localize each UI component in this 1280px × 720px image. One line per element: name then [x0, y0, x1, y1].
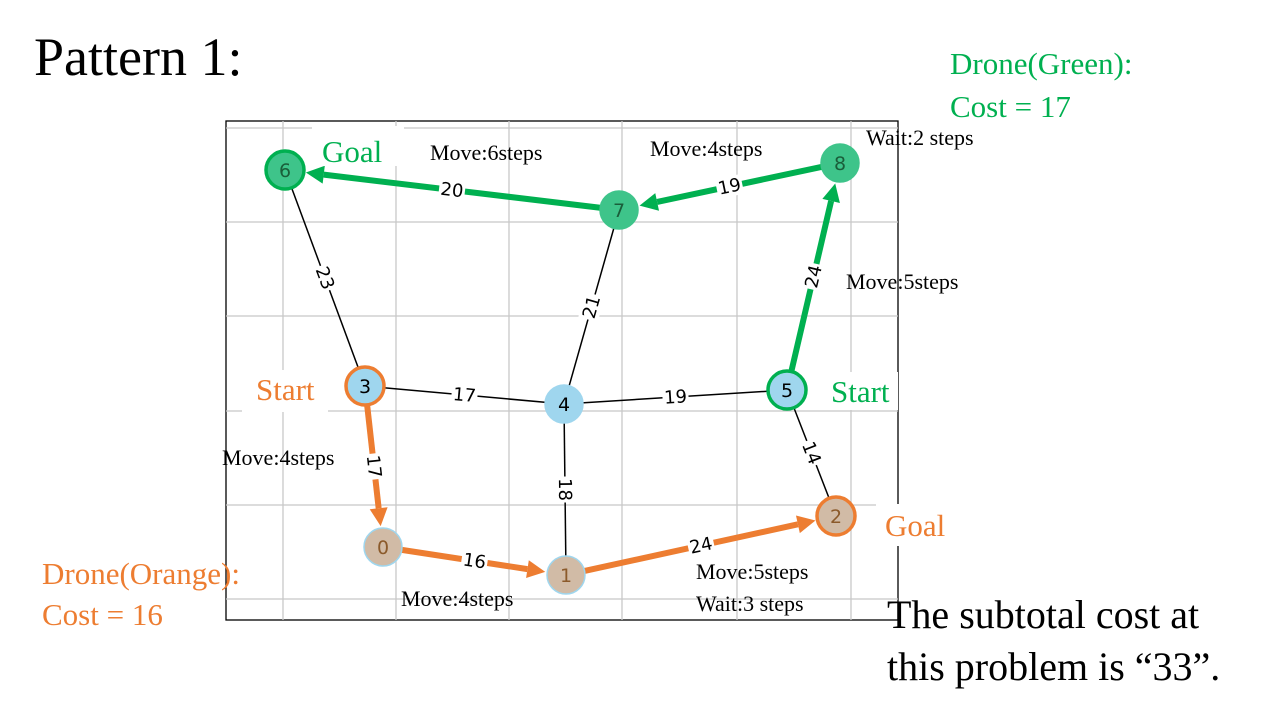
arrowhead-8-7 [639, 193, 660, 211]
arrowhead-1-2 [795, 515, 816, 534]
node-label-5: 5 [781, 380, 793, 402]
node-label-3: 3 [359, 376, 371, 398]
edge-weight-3-4: 17 [452, 384, 477, 407]
node-label-8: 8 [834, 153, 846, 175]
green-start-label: Start [831, 374, 890, 409]
orange-goal-label: Goal [885, 508, 946, 543]
summary-line-2: this problem is “33”. [887, 644, 1221, 689]
edge-weight-7-6: 20 [439, 179, 464, 203]
edge-weight-8-7: 19 [716, 174, 743, 199]
drone-orange-label: Drone(Orange): [42, 556, 240, 591]
edge-weight-3-0: 17 [362, 454, 385, 479]
edge-weight-0-1: 16 [462, 549, 488, 573]
arrowhead-5-8 [822, 183, 840, 204]
green-goal-label: Goal [322, 134, 383, 169]
node-label-4: 4 [558, 394, 570, 416]
node-2: 2 [815, 495, 857, 537]
drone-orange-cost: Cost = 16 [42, 597, 163, 632]
node-8: 8 [820, 143, 860, 183]
move-label-7-8: Move:4steps [650, 136, 763, 161]
edge-weight-1-2: 24 [688, 533, 715, 558]
node-5: 5 [766, 369, 808, 411]
page-title: Pattern 1: [34, 27, 243, 87]
node-label-1: 1 [560, 565, 572, 587]
wait-label-1-2: Wait:3 steps [696, 591, 804, 616]
node-label-2: 2 [830, 506, 842, 528]
node-label-0: 0 [377, 537, 389, 559]
edge-weight-4-1: 18 [554, 478, 575, 501]
move-label-1-2: Move:5steps [696, 559, 809, 584]
orange-start-label: Start [256, 372, 315, 407]
drone-green-cost: Cost = 17 [950, 89, 1071, 124]
edge-weight-4-5: 19 [663, 386, 687, 408]
wait-label-8: Wait:2 steps [866, 125, 974, 150]
node-label-6: 6 [279, 160, 291, 182]
node-4: 4 [544, 384, 584, 424]
edge-weight-5-8: 24 [801, 263, 827, 290]
arrowhead-0-1 [526, 560, 546, 578]
drone-green-label: Drone(Green): [950, 46, 1133, 81]
node-1: 1 [546, 555, 586, 595]
move-label-3-0: Move:4steps [222, 445, 335, 470]
arrowhead-3-0 [369, 507, 388, 527]
move-label-5-8: Move:5steps [846, 269, 959, 294]
move-label-0-1: Move:4steps [401, 586, 514, 611]
node-7: 7 [599, 190, 639, 230]
move-label-6-7: Move:6steps [430, 140, 543, 165]
node-6: 6 [264, 149, 306, 191]
node-label-7: 7 [613, 200, 625, 222]
summary-line-1: The subtotal cost at [887, 592, 1200, 637]
node-3: 3 [344, 365, 386, 407]
arrowhead-7-6 [305, 165, 325, 184]
node-0: 0 [363, 527, 403, 567]
